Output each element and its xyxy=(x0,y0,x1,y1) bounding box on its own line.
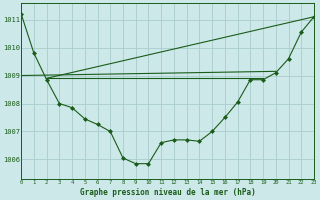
X-axis label: Graphe pression niveau de la mer (hPa): Graphe pression niveau de la mer (hPa) xyxy=(80,188,255,197)
